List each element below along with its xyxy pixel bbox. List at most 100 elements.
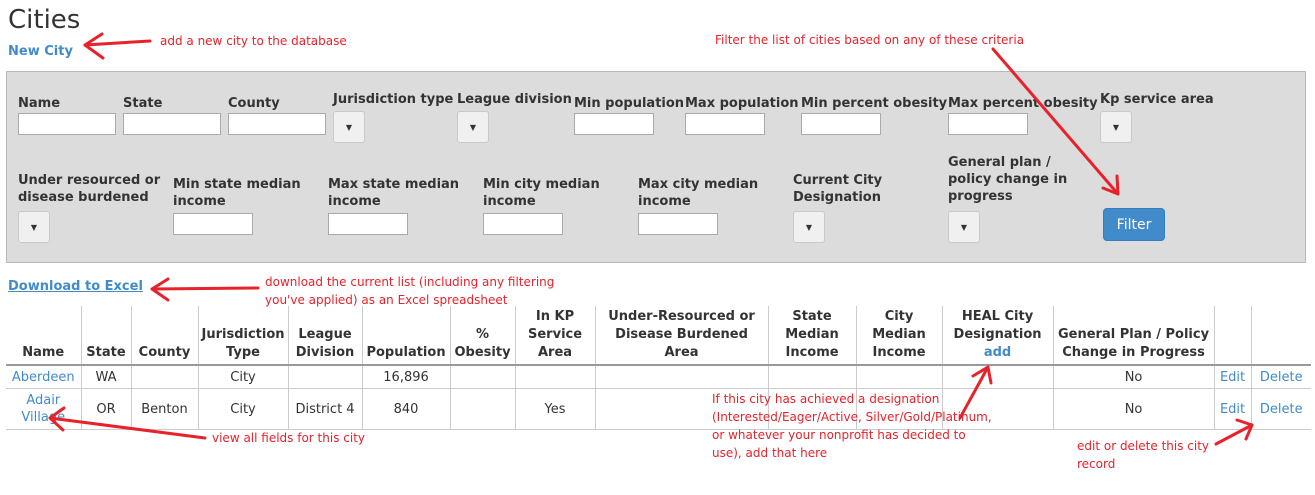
cell-heal bbox=[941, 388, 1054, 430]
col-header-state-income: State Median Income bbox=[767, 306, 857, 366]
cell-jurisdiction: City bbox=[197, 364, 289, 389]
filter-general-plan-label: General plan / policy change in progress bbox=[948, 155, 1068, 204]
cell-population: 840 bbox=[361, 388, 451, 430]
edit-link[interactable]: Edit bbox=[1219, 369, 1246, 385]
filter-kp-select[interactable]: ▼ bbox=[1100, 111, 1132, 143]
col-header-county: County bbox=[130, 306, 198, 366]
filter-min-obesity-input[interactable] bbox=[801, 113, 881, 135]
caret-down-icon: ▼ bbox=[345, 122, 353, 132]
filter-league-select[interactable]: ▼ bbox=[457, 111, 489, 143]
col-header-obesity: % Obesity bbox=[449, 306, 516, 366]
filter-jurisdiction-select[interactable]: ▼ bbox=[333, 111, 365, 143]
cell-county: Benton bbox=[130, 388, 198, 430]
annotation-view: view all fields for this city bbox=[212, 431, 366, 445]
delete-link[interactable]: Delete bbox=[1259, 401, 1303, 417]
filter-min-population-label: Min population bbox=[574, 96, 685, 111]
cell-general-plan: No bbox=[1052, 364, 1215, 389]
caret-down-icon: ▼ bbox=[960, 222, 968, 232]
new-city-link[interactable]: New City bbox=[8, 44, 73, 59]
filter-min-population-input[interactable] bbox=[574, 113, 654, 135]
caret-down-icon: ▼ bbox=[1112, 122, 1120, 132]
cell-heal bbox=[941, 364, 1054, 389]
filter-max-city-income-label: Max city median income bbox=[638, 177, 759, 209]
download-excel-link[interactable]: Download to Excel bbox=[8, 279, 143, 294]
filter-min-state-income-input[interactable] bbox=[173, 213, 253, 235]
arrow-edit-delete bbox=[1214, 418, 1254, 446]
heal-header-label: HEAL City Designation bbox=[953, 309, 1042, 342]
filter-name-input[interactable] bbox=[18, 113, 116, 135]
cell-jurisdiction: City bbox=[197, 388, 289, 430]
delete-link[interactable]: Delete bbox=[1259, 369, 1303, 385]
annotation-download: download the current list (including any… bbox=[265, 275, 555, 307]
filter-jurisdiction-label: Jurisdiction type bbox=[333, 92, 454, 107]
cell-obesity bbox=[449, 364, 516, 389]
table-row: Adair Village OR Benton City District 4 … bbox=[6, 388, 1312, 430]
col-header-under-resourced: Under-Resourced or Disease Burdened Area bbox=[594, 306, 769, 366]
filter-name-label: Name bbox=[18, 96, 61, 111]
col-header-league: League Division bbox=[287, 306, 363, 366]
cell-league bbox=[287, 364, 363, 389]
heal-add-link[interactable]: add bbox=[983, 345, 1012, 360]
filter-max-state-income-input[interactable] bbox=[328, 213, 408, 235]
city-name-link[interactable]: Aberdeen bbox=[11, 369, 75, 385]
arrow-view bbox=[48, 406, 207, 440]
col-header-name: Name bbox=[6, 306, 81, 366]
filter-general-plan-select[interactable]: ▼ bbox=[948, 211, 980, 243]
caret-down-icon: ▼ bbox=[30, 222, 38, 232]
col-header-general-plan: General Plan / Policy Change in Progress bbox=[1052, 306, 1215, 366]
annotation-new-city: add a new city to the database bbox=[160, 34, 347, 48]
filter-under-resourced-select[interactable]: ▼ bbox=[18, 211, 50, 243]
annotation-heal: If this city has achieved a designation … bbox=[712, 392, 992, 460]
filter-min-city-income-label: Min city median income bbox=[483, 177, 600, 209]
filter-under-resourced-label: Under resourced or disease burdened bbox=[18, 173, 161, 205]
arrow-download bbox=[150, 277, 260, 302]
arrow-new-city bbox=[83, 32, 152, 60]
cell-city-income bbox=[855, 388, 943, 430]
caret-down-icon: ▼ bbox=[805, 222, 813, 232]
filter-state-input[interactable] bbox=[123, 113, 221, 135]
caret-down-icon: ▼ bbox=[469, 122, 477, 132]
col-header-state: State bbox=[80, 306, 131, 366]
filter-county-input[interactable] bbox=[228, 113, 326, 135]
filter-min-obesity-label: Min percent obesity bbox=[801, 96, 948, 111]
cell-city-income bbox=[855, 364, 943, 389]
filter-designation-select[interactable]: ▼ bbox=[793, 211, 825, 243]
annotation-edit-delete: edit or delete this city record bbox=[1077, 439, 1210, 471]
cell-county bbox=[130, 364, 198, 389]
cell-under-resourced bbox=[594, 364, 769, 389]
col-header-heal: HEAL City Designation add bbox=[941, 306, 1054, 366]
filter-panel: Name State County Jurisdiction type ▼ Le… bbox=[6, 71, 1306, 263]
col-header-jurisdiction: Jurisdiction Type bbox=[197, 306, 289, 366]
cell-state-income bbox=[767, 388, 857, 430]
filter-state-label: State bbox=[123, 96, 163, 111]
cell-kp: Yes bbox=[514, 388, 596, 430]
cell-general-plan: No bbox=[1052, 388, 1215, 430]
col-header-population: Population bbox=[361, 306, 451, 366]
filter-min-state-income-label: Min state median income bbox=[173, 177, 301, 209]
filter-min-city-income-input[interactable] bbox=[483, 213, 563, 235]
filter-max-obesity-input[interactable] bbox=[948, 113, 1028, 135]
filter-max-population-label: Max population bbox=[685, 96, 799, 111]
filter-league-label: League division bbox=[457, 92, 572, 107]
filter-county-label: County bbox=[228, 96, 280, 111]
cell-state-income bbox=[767, 364, 857, 389]
arrow-heal bbox=[958, 365, 993, 420]
edit-link[interactable]: Edit bbox=[1219, 401, 1246, 417]
filter-max-obesity-label: Max percent obesity bbox=[948, 96, 1098, 111]
page-title: Cities bbox=[8, 5, 81, 35]
cell-league: District 4 bbox=[287, 388, 363, 430]
col-header-delete bbox=[1250, 306, 1312, 366]
filter-max-state-income-label: Max state median income bbox=[328, 177, 460, 209]
cell-state: WA bbox=[80, 364, 131, 389]
table-row: Aberdeen WA City 16,896 No Edit Delete bbox=[6, 364, 1312, 389]
annotation-filter: Filter the list of cities based on any o… bbox=[715, 33, 1025, 47]
filter-button[interactable]: Filter bbox=[1103, 208, 1165, 241]
cell-under-resourced bbox=[594, 388, 769, 430]
cell-obesity bbox=[449, 388, 516, 430]
cell-population: 16,896 bbox=[361, 364, 451, 389]
table-header-row: Name State County Jurisdiction Type Leag… bbox=[6, 306, 1312, 366]
filter-max-population-input[interactable] bbox=[685, 113, 765, 135]
col-header-city-income: City Median Income bbox=[855, 306, 943, 366]
cell-kp bbox=[514, 364, 596, 389]
filter-max-city-income-input[interactable] bbox=[638, 213, 718, 235]
